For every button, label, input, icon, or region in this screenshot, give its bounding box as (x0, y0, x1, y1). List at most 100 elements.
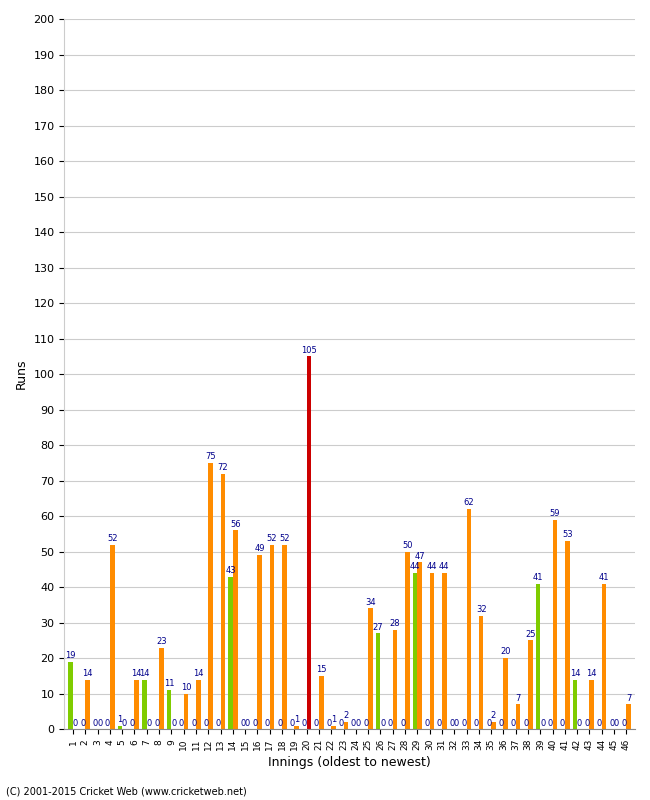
Bar (515, 704, 521, 730)
Text: 0: 0 (171, 719, 176, 728)
X-axis label: Innings (oldest to newest): Innings (oldest to newest) (268, 756, 431, 769)
Text: 0: 0 (105, 719, 111, 728)
Bar (220, 474, 226, 730)
Bar (627, 704, 631, 730)
Text: 0: 0 (179, 719, 184, 728)
Text: 47: 47 (414, 551, 425, 561)
Text: 0: 0 (339, 719, 344, 728)
Text: 0: 0 (154, 719, 159, 728)
Text: 0: 0 (621, 719, 627, 728)
Text: 0: 0 (584, 719, 590, 728)
Text: 0: 0 (203, 719, 209, 728)
Text: 0: 0 (93, 719, 98, 728)
Y-axis label: Runs: Runs (15, 359, 28, 390)
Bar (503, 658, 508, 730)
Bar (442, 573, 447, 730)
Text: (C) 2001-2015 Cricket Web (www.cricketweb.net): (C) 2001-2015 Cricket Web (www.cricketwe… (6, 786, 247, 796)
Text: 0: 0 (122, 719, 127, 728)
Text: 0: 0 (191, 719, 196, 728)
Text: 0: 0 (474, 719, 479, 728)
Text: 14: 14 (193, 669, 203, 678)
Text: 0: 0 (388, 719, 393, 728)
Text: 0: 0 (462, 719, 467, 728)
Bar (479, 615, 484, 730)
Text: 43: 43 (226, 566, 236, 574)
Text: 0: 0 (614, 719, 619, 728)
Text: 0: 0 (289, 719, 294, 728)
Text: 0: 0 (454, 719, 459, 728)
Text: 41: 41 (599, 573, 610, 582)
Text: 52: 52 (107, 534, 118, 542)
Text: 44: 44 (410, 562, 421, 571)
Text: 2: 2 (491, 711, 496, 720)
Bar (491, 722, 496, 730)
Bar (142, 679, 147, 730)
Text: 23: 23 (156, 637, 167, 646)
Text: 0: 0 (363, 719, 369, 728)
Bar (196, 679, 201, 730)
Text: 0: 0 (356, 719, 361, 728)
Bar (528, 641, 533, 730)
Bar (417, 562, 422, 730)
Text: 0: 0 (523, 719, 528, 728)
Text: 0: 0 (548, 719, 553, 728)
Text: 32: 32 (476, 605, 486, 614)
Bar (282, 545, 287, 730)
Text: 14: 14 (569, 669, 580, 678)
Text: 14: 14 (139, 669, 150, 678)
Text: 0: 0 (302, 719, 307, 728)
Text: 0: 0 (486, 719, 491, 728)
Text: 0: 0 (277, 719, 282, 728)
Bar (405, 552, 410, 730)
Text: 59: 59 (550, 509, 560, 518)
Text: 0: 0 (449, 719, 454, 728)
Text: 0: 0 (511, 719, 516, 728)
Text: 52: 52 (267, 534, 278, 542)
Bar (565, 541, 569, 730)
Bar (228, 577, 233, 730)
Bar (159, 647, 164, 730)
Text: 0: 0 (540, 719, 545, 728)
Bar (68, 662, 73, 730)
Bar (552, 520, 557, 730)
Bar (233, 530, 237, 730)
Text: 14: 14 (131, 669, 142, 678)
Bar (393, 630, 397, 730)
Bar (135, 679, 139, 730)
Text: 0: 0 (380, 719, 385, 728)
Text: 44: 44 (426, 562, 437, 571)
Text: 34: 34 (365, 598, 376, 606)
Text: 0: 0 (252, 719, 258, 728)
Text: 72: 72 (218, 462, 228, 472)
Text: 56: 56 (230, 519, 240, 529)
Text: 19: 19 (66, 651, 76, 660)
Bar (536, 584, 540, 730)
Text: 53: 53 (562, 530, 573, 539)
Text: 50: 50 (402, 541, 413, 550)
Text: 52: 52 (279, 534, 290, 542)
Text: 0: 0 (597, 719, 602, 728)
Bar (344, 722, 348, 730)
Text: 1: 1 (294, 715, 299, 724)
Bar (602, 584, 606, 730)
Text: 0: 0 (351, 719, 356, 728)
Text: 75: 75 (205, 452, 216, 461)
Text: 0: 0 (245, 719, 250, 728)
Bar (166, 690, 172, 730)
Text: 7: 7 (626, 694, 631, 702)
Text: 105: 105 (301, 346, 317, 354)
Bar (413, 573, 417, 730)
Text: 41: 41 (533, 573, 543, 582)
Text: 62: 62 (463, 498, 474, 507)
Text: 0: 0 (216, 719, 221, 728)
Text: 1: 1 (117, 715, 122, 724)
Text: 7: 7 (515, 694, 521, 702)
Text: 0: 0 (560, 719, 566, 728)
Text: 1: 1 (331, 715, 336, 724)
Bar (573, 679, 577, 730)
Text: 25: 25 (525, 630, 536, 638)
Text: 0: 0 (424, 719, 430, 728)
Text: 2: 2 (343, 711, 348, 720)
Bar (270, 545, 274, 730)
Text: 0: 0 (314, 719, 319, 728)
